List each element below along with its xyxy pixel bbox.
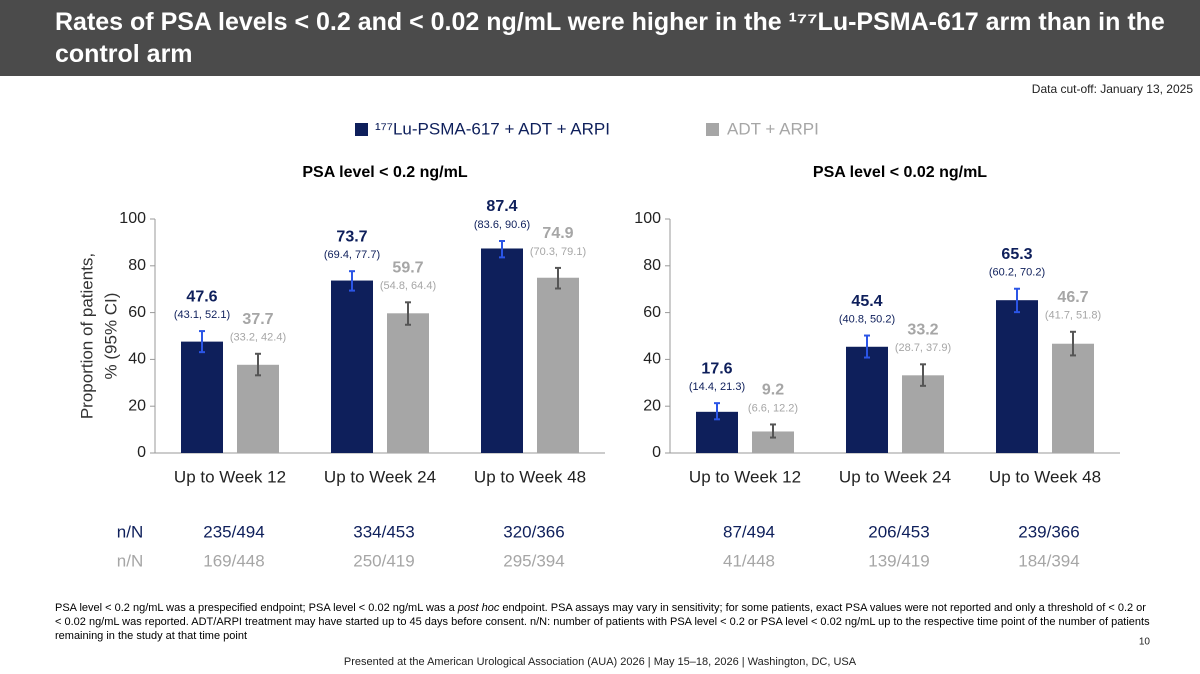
x-tick-label: Up to Week 12 <box>689 467 801 486</box>
bar <box>996 300 1038 453</box>
count-label: 320/366 <box>503 522 564 541</box>
row-label: n/N <box>117 522 143 541</box>
ci-label: (40.8, 50.2) <box>839 313 895 325</box>
bar <box>752 431 794 453</box>
y-tick-label: 0 <box>137 444 146 461</box>
ci-label: (54.8, 64.4) <box>380 280 436 292</box>
ci-label: (41.7, 51.8) <box>1045 310 1101 322</box>
y-tick-label: 0 <box>652 444 661 461</box>
footnote: PSA level < 0.2 ng/mL was a prespecified… <box>55 601 1155 643</box>
ci-label: (43.1, 52.1) <box>174 309 230 321</box>
value-label: 65.3 <box>1001 246 1032 263</box>
ci-label: (28.7, 37.9) <box>895 342 951 354</box>
y-tick-label: 60 <box>643 304 661 321</box>
y-tick-label: 20 <box>128 397 146 414</box>
value-label: 9.2 <box>762 382 784 399</box>
bar <box>481 248 523 453</box>
y-tick-label: 80 <box>643 257 661 274</box>
value-label: 45.4 <box>851 293 882 310</box>
value-label: 87.4 <box>486 198 517 215</box>
y-tick-label: 100 <box>634 210 661 227</box>
cutoff: Data cut-off: January 13, 2025 <box>1032 82 1194 96</box>
legend-label: ADT + ARPI <box>727 119 819 138</box>
value-label: 47.6 <box>186 288 217 305</box>
value-label: 73.7 <box>336 228 367 245</box>
count-label: 139/419 <box>868 551 929 570</box>
bar <box>537 277 579 453</box>
value-label: 17.6 <box>701 360 732 377</box>
bar <box>846 346 888 453</box>
footnote-italic: post hoc <box>457 602 500 614</box>
count-label: 206/453 <box>868 522 929 541</box>
legend-label: ¹⁷⁷Lu-PSMA-617 + ADT + ARPI <box>375 119 610 138</box>
chart-title: PSA level < 0.02 ng/mL <box>813 164 987 181</box>
count-label: 295/394 <box>503 551 564 570</box>
ci-label: (83.6, 90.6) <box>474 219 530 231</box>
chart-title: PSA level < 0.2 ng/mL <box>302 164 467 181</box>
legend-swatch <box>355 123 368 136</box>
bar <box>1052 343 1094 453</box>
page-number: 10 <box>1139 637 1151 648</box>
y-tick-label: 20 <box>643 397 661 414</box>
value-label: 74.9 <box>542 225 573 242</box>
value-label: 59.7 <box>392 260 423 277</box>
count-label: 235/494 <box>203 522 264 541</box>
value-label: 33.2 <box>907 322 938 339</box>
ci-label: (6.6, 12.2) <box>748 402 798 414</box>
count-label: 334/453 <box>353 522 414 541</box>
value-label: 37.7 <box>242 311 273 328</box>
x-tick-label: Up to Week 24 <box>324 467 436 486</box>
y-tick-label: 40 <box>643 351 661 368</box>
y-tick-label: 100 <box>119 210 146 227</box>
count-label: 250/419 <box>353 551 414 570</box>
footnote-text: PSA level < 0.2 ng/mL was a prespecified… <box>55 602 458 614</box>
x-tick-label: Up to Week 12 <box>174 467 286 486</box>
ci-label: (14.4, 21.3) <box>689 381 745 393</box>
header: Rates of PSA levels < 0.2 and < 0.02 ng/… <box>0 0 1200 76</box>
x-tick-label: Up to Week 48 <box>474 467 586 486</box>
ci-label: (70.3, 79.1) <box>530 246 586 258</box>
bar <box>387 313 429 453</box>
row-label: n/N <box>117 551 143 570</box>
x-tick-label: Up to Week 48 <box>989 467 1101 486</box>
ci-label: (69.4, 77.7) <box>324 249 380 261</box>
footnote-text: endpoint. PSA assays may vary in sensiti… <box>55 602 1150 642</box>
y-axis-label: Proportion of patients, <box>77 253 96 419</box>
legend-swatch <box>706 123 719 136</box>
y-tick-label: 40 <box>128 351 146 368</box>
count-label: 184/394 <box>1018 551 1079 570</box>
count-label: 169/448 <box>203 551 264 570</box>
bar <box>331 280 373 453</box>
presented: Presented at the American Urological Ass… <box>344 656 857 668</box>
x-tick-label: Up to Week 24 <box>839 467 951 486</box>
bar <box>181 341 223 453</box>
ci-label: (60.2, 70.2) <box>989 267 1045 279</box>
y-tick-label: 60 <box>128 304 146 321</box>
value-label: 46.7 <box>1057 289 1088 306</box>
y-axis-label: % (95% CI) <box>101 293 120 380</box>
count-label: 87/494 <box>723 522 775 541</box>
ci-label: (33.2, 42.4) <box>230 332 286 344</box>
slide-title: Rates of PSA levels < 0.2 and < 0.02 ng/… <box>55 8 1165 68</box>
count-label: 239/366 <box>1018 522 1079 541</box>
y-tick-label: 80 <box>128 257 146 274</box>
bar <box>237 364 279 453</box>
bar <box>902 375 944 453</box>
count-label: 41/448 <box>723 551 775 570</box>
